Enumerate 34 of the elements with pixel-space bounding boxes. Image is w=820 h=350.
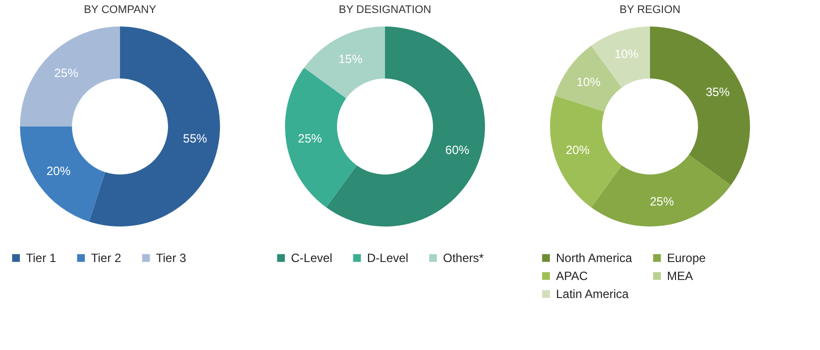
data-label: 60% xyxy=(445,142,470,157)
donut-slice xyxy=(304,26,385,98)
legend-label: Latin America xyxy=(556,287,630,301)
legend-label: APAC xyxy=(556,269,588,283)
donut-slice xyxy=(89,26,220,226)
legend-label: C-Level xyxy=(291,251,332,265)
donut-slice xyxy=(285,68,357,208)
donut-slice xyxy=(591,154,731,226)
legend-label: North America xyxy=(556,251,632,265)
legend-label: D-Level xyxy=(367,251,408,265)
data-label: 15% xyxy=(338,52,363,66)
chart-title: BY REGION xyxy=(620,4,681,16)
chart-title: BY COMPANY xyxy=(84,4,157,16)
donut-slice xyxy=(326,26,485,226)
legend-label: Tier 1 xyxy=(26,251,57,265)
data-label: 25% xyxy=(298,131,322,146)
donut-slice xyxy=(20,126,106,222)
data-label: 25% xyxy=(650,194,674,209)
donut-slice xyxy=(650,26,750,186)
data-label: 55% xyxy=(183,131,208,146)
data-label: 10% xyxy=(614,47,639,62)
data-label: 35% xyxy=(706,84,730,99)
legend-label: MEA xyxy=(667,269,694,283)
legend-label: Tier 2 xyxy=(91,251,122,265)
chart-title: BY DESIGNATION xyxy=(338,4,432,16)
legend-label: Others* xyxy=(443,251,484,265)
data-label: 20% xyxy=(566,142,590,157)
data-label: 25% xyxy=(54,66,79,80)
data-label: 20% xyxy=(46,164,71,178)
donut-slice xyxy=(20,26,120,126)
legend-label: Tier 3 xyxy=(156,251,187,265)
legend-label: Europe xyxy=(667,251,706,265)
data-label: 10% xyxy=(576,74,601,89)
donut-slice xyxy=(550,96,622,208)
